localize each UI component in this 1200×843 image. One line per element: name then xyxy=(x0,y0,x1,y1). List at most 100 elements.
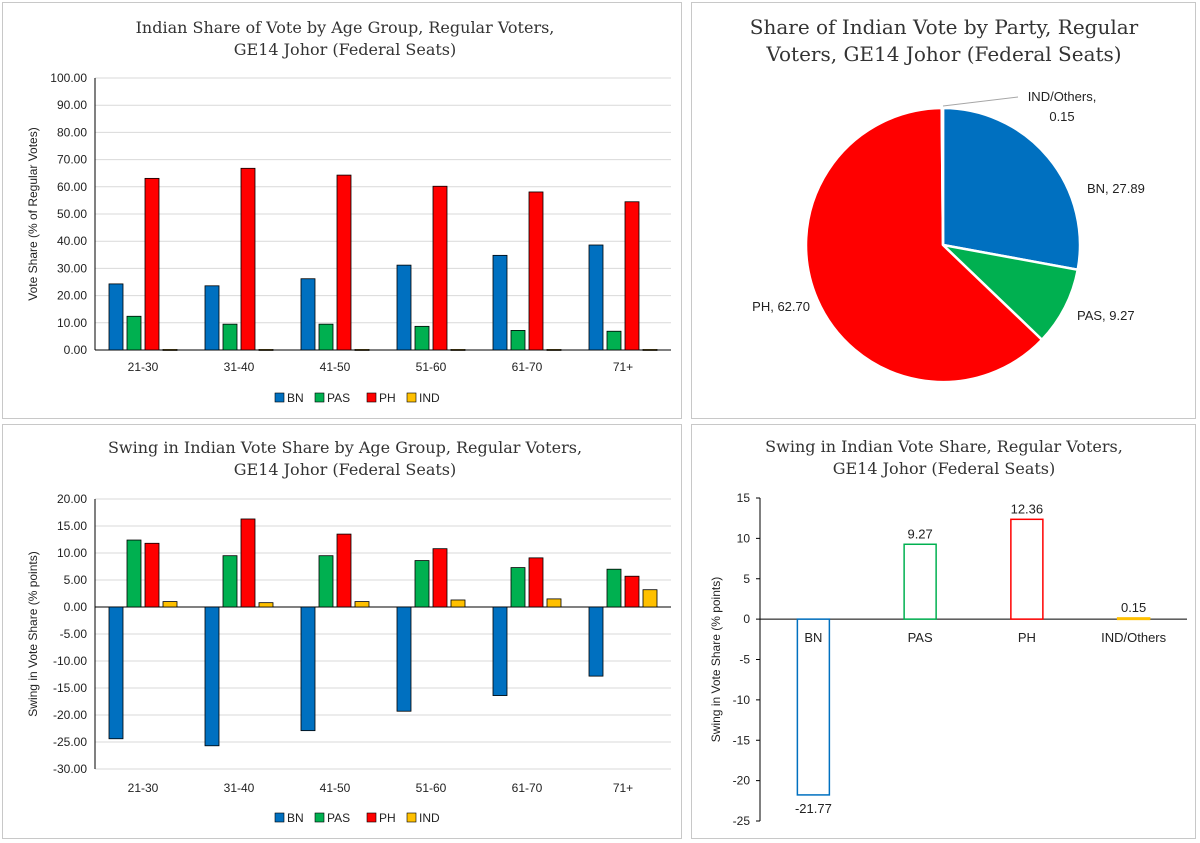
c3-bar-ind-41-50 xyxy=(354,601,370,608)
c2-title-line: Voters, GE14 Johor (Federal Seats) xyxy=(765,42,1121,66)
c3-bar-ph-61-70 xyxy=(528,557,544,608)
c1-legend-swatch-pas xyxy=(314,392,325,403)
c1-y-tick-label: 70.00 xyxy=(57,153,87,167)
c3-y-tick-label: 5.00 xyxy=(64,573,88,587)
party-swing-chart: Swing in Indian Vote Share, Regular Vote… xyxy=(709,437,1187,828)
c3-y-tick-label: -20.00 xyxy=(53,708,87,722)
c2-slice-ind xyxy=(940,106,945,246)
c4-y-tick-label: -5 xyxy=(739,653,750,667)
c1-bar-pas-51-60 xyxy=(414,325,430,351)
c3-y-tick-label: -15.00 xyxy=(53,681,87,695)
c1-y-tick-label: 50.00 xyxy=(57,207,87,221)
c1-bar-bn-41-50 xyxy=(300,278,316,351)
c2-slice-ph xyxy=(804,106,1044,384)
c3-bar-ind-21-30 xyxy=(162,601,178,608)
c1-bar-ind-21-30 xyxy=(162,349,178,351)
c1-y-tick-label: 20.00 xyxy=(57,289,87,303)
c1-legend-swatch-bn xyxy=(274,392,285,403)
c3-x-tick-label: 31-40 xyxy=(224,781,255,795)
c3-bar-bn-71+ xyxy=(588,606,604,677)
c3-bar-pas-21-30 xyxy=(126,539,142,608)
c4-y-tick-label: 10 xyxy=(737,531,751,545)
c1-y-tick-label: 0.00 xyxy=(64,343,88,357)
c1-x-tick-label: 41-50 xyxy=(320,360,351,374)
c1-legend-swatch-ind xyxy=(406,392,417,403)
c1-x-tick-label: 51-60 xyxy=(416,360,447,374)
c3-bar-bn-41-50 xyxy=(300,606,316,732)
c4-y-tick-label: -15 xyxy=(733,733,751,747)
c1-y-tick-label: 30.00 xyxy=(57,261,87,275)
c1-bar-ind-31-40 xyxy=(258,349,274,351)
c1-y-tick-label: 100.00 xyxy=(50,71,87,85)
c1-bar-ph-51-60 xyxy=(432,185,448,351)
c3-bar-ind-61-70 xyxy=(546,598,562,608)
c1-bar-ind-71+ xyxy=(642,349,658,351)
c1-bar-pas-61-70 xyxy=(510,330,526,351)
c2-slice-pas xyxy=(939,243,1080,342)
c4-x-tick-label: BN xyxy=(804,630,822,645)
c3-bar-bn-51-60 xyxy=(396,606,412,712)
c4-title-line: Swing in Indian Vote Share, Regular Vote… xyxy=(765,437,1123,456)
c3-bar-ph-41-50 xyxy=(336,533,352,608)
c3-y-tick-label: 0.00 xyxy=(64,600,88,614)
c3-legend-swatch-ind xyxy=(406,812,417,823)
c4-bar-bn xyxy=(796,618,831,796)
c4-bar-pas xyxy=(903,543,937,620)
c3-y-tick-label: -5.00 xyxy=(60,627,88,641)
c3-legend-swatch-ph xyxy=(366,812,377,823)
c3-bar-pas-51-60 xyxy=(414,560,430,608)
c1-bar-bn-71+ xyxy=(588,244,604,351)
c3-legend-label-bn: BN xyxy=(287,811,304,825)
c2-data-label-bn: BN, 27.89 xyxy=(1087,181,1145,196)
c3-bar-pas-61-70 xyxy=(510,567,526,608)
c1-legend-label-pas: PAS xyxy=(327,391,350,405)
c1-bar-ph-21-30 xyxy=(144,177,160,351)
c3-x-tick-label: 51-60 xyxy=(416,781,447,795)
c1-y-tick-label: 40.00 xyxy=(57,234,87,248)
c4-data-label: 12.36 xyxy=(1011,501,1044,516)
c1-x-tick-label: 21-30 xyxy=(128,360,159,374)
c3-bar-pas-31-40 xyxy=(222,555,238,608)
c3-title-line: GE14 Johor (Federal Seats) xyxy=(234,460,457,479)
c1-legend-label-ind: IND xyxy=(419,391,440,405)
c1-title-line: Indian Share of Vote by Age Group, Regul… xyxy=(136,18,555,37)
c3-x-tick-label: 21-30 xyxy=(128,781,159,795)
c1-bar-ind-51-60 xyxy=(450,349,466,351)
c3-y-tick-label: 20.00 xyxy=(57,492,87,506)
c1-bar-bn-61-70 xyxy=(492,254,508,351)
c3-bar-pas-71+ xyxy=(606,568,622,608)
c1-bar-ind-41-50 xyxy=(354,349,370,351)
c1-bar-ph-31-40 xyxy=(240,167,256,351)
c3-legend-label-pas: PAS xyxy=(327,811,350,825)
party-swing-chart-panel: Swing in Indian Vote Share, Regular Vote… xyxy=(691,424,1196,839)
c3-y-tick-label: -10.00 xyxy=(53,654,87,668)
age-vote-share-chart-panel: Indian Share of Vote by Age Group, Regul… xyxy=(2,2,682,419)
c4-bar-ind/others xyxy=(1116,617,1151,621)
c3-bar-bn-21-30 xyxy=(108,606,124,740)
c3-y-tick-label: -25.00 xyxy=(53,735,87,749)
c4-y-axis-label: Swing in Vote Share (% points) xyxy=(709,577,723,742)
c1-x-tick-label: 61-70 xyxy=(512,360,543,374)
c3-y-tick-label: 15.00 xyxy=(57,519,87,533)
c1-bar-ind-61-70 xyxy=(546,349,562,351)
c3-x-tick-label: 61-70 xyxy=(512,781,543,795)
c1-legend-label-ph: PH xyxy=(379,391,396,405)
c3-y-axis-label: Swing in Vote Share (% points) xyxy=(26,551,40,716)
c4-data-label: 0.15 xyxy=(1121,600,1146,615)
c4-y-tick-label: -10 xyxy=(733,693,751,707)
c3-legend-swatch-bn xyxy=(274,812,285,823)
c1-y-axis-label: Vote Share (% of Regular Votes) xyxy=(26,127,40,300)
age-swing-chart: Swing in Indian Vote Share by Age Group,… xyxy=(26,438,671,825)
c4-y-tick-label: 0 xyxy=(743,612,750,626)
c3-bar-ind-71+ xyxy=(642,589,658,608)
c2-data-label-pas: PAS, 9.27 xyxy=(1077,308,1135,323)
c3-legend-label-ind: IND xyxy=(419,811,440,825)
c1-legend-swatch-ph xyxy=(366,392,377,403)
c3-bar-ph-71+ xyxy=(624,575,640,608)
c3-bar-bn-61-70 xyxy=(492,606,508,696)
c1-bar-pas-71+ xyxy=(606,330,622,351)
c4-x-tick-label: PH xyxy=(1018,630,1036,645)
c2-slice-bn xyxy=(941,106,1082,272)
c2-data-label-ind: IND/Others, xyxy=(1028,89,1097,104)
c1-bar-ph-61-70 xyxy=(528,191,544,351)
